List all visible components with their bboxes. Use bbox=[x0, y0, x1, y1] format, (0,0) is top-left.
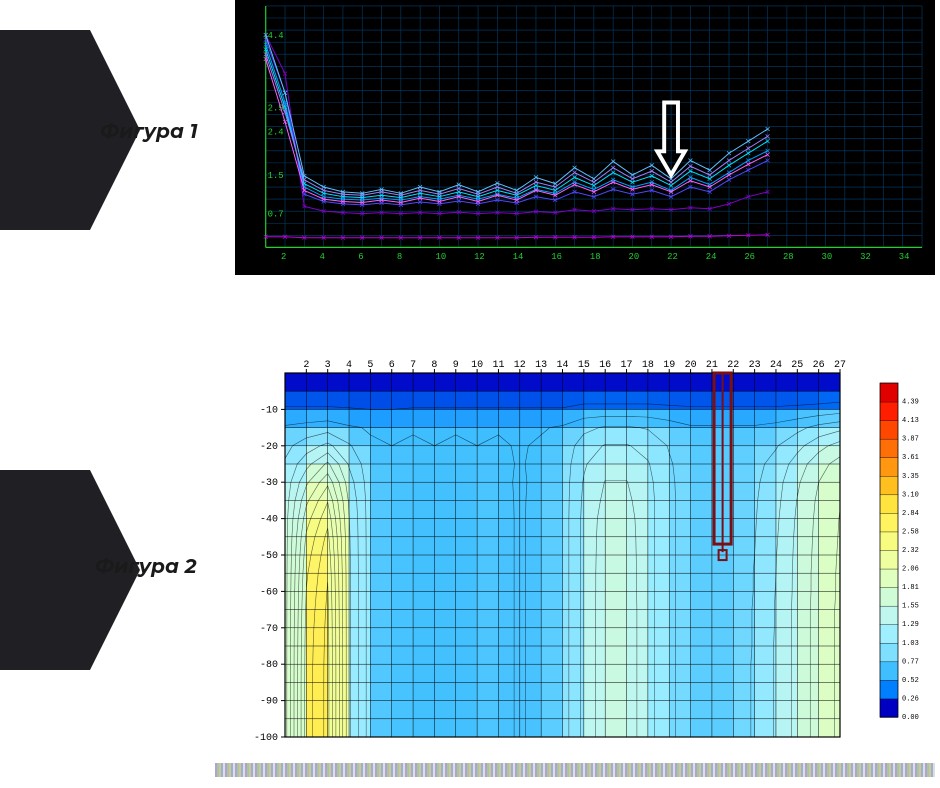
figure1-label: Фигура 1 bbox=[100, 120, 197, 144]
svg-text:4: 4 bbox=[346, 360, 352, 371]
svg-text:12: 12 bbox=[474, 252, 485, 262]
svg-text:22: 22 bbox=[667, 252, 678, 262]
svg-text:11: 11 bbox=[492, 360, 504, 371]
svg-text:-50: -50 bbox=[260, 551, 278, 562]
svg-text:0.26: 0.26 bbox=[902, 695, 919, 703]
figure1-line-chart: 0.71.52.42.94.42468101214161820222426283… bbox=[235, 0, 935, 275]
svg-text:2.84: 2.84 bbox=[902, 510, 919, 518]
svg-text:10: 10 bbox=[436, 252, 447, 262]
svg-text:2.32: 2.32 bbox=[902, 547, 919, 555]
svg-text:0.00: 0.00 bbox=[902, 714, 919, 722]
pointer-shape-1 bbox=[0, 30, 90, 230]
svg-text:19: 19 bbox=[663, 360, 675, 371]
svg-text:4.13: 4.13 bbox=[902, 417, 919, 425]
svg-text:16: 16 bbox=[599, 360, 611, 371]
svg-text:2: 2 bbox=[303, 360, 309, 371]
svg-text:15: 15 bbox=[578, 360, 590, 371]
figure1-svg: 0.71.52.42.94.42468101214161820222426283… bbox=[237, 2, 933, 273]
svg-text:18: 18 bbox=[642, 360, 654, 371]
svg-text:5: 5 bbox=[367, 360, 373, 371]
figure2-heatmap: 2345678910111213141516171819202122232425… bbox=[240, 355, 940, 745]
page: Фигура 1 Фигура 2 0.71.52.42.94.42468101… bbox=[0, 0, 940, 788]
svg-text:21: 21 bbox=[706, 360, 718, 371]
svg-text:14: 14 bbox=[556, 360, 568, 371]
svg-text:1.81: 1.81 bbox=[902, 584, 919, 592]
figure2-svg: 2345678910111213141516171819202122232425… bbox=[240, 355, 940, 745]
svg-text:20: 20 bbox=[685, 360, 697, 371]
svg-text:-70: -70 bbox=[260, 624, 278, 635]
svg-text:27: 27 bbox=[834, 360, 846, 371]
svg-text:32: 32 bbox=[860, 252, 871, 262]
svg-text:-10: -10 bbox=[260, 405, 278, 416]
svg-text:6: 6 bbox=[389, 360, 395, 371]
svg-text:-90: -90 bbox=[260, 697, 278, 708]
svg-text:24: 24 bbox=[706, 252, 717, 262]
svg-text:2.58: 2.58 bbox=[902, 528, 919, 536]
svg-text:1.5: 1.5 bbox=[268, 171, 284, 181]
svg-text:0.77: 0.77 bbox=[902, 658, 919, 666]
svg-text:0.52: 0.52 bbox=[902, 677, 919, 685]
svg-text:2.06: 2.06 bbox=[902, 566, 919, 574]
svg-text:3: 3 bbox=[325, 360, 331, 371]
svg-text:10: 10 bbox=[471, 360, 483, 371]
svg-text:26: 26 bbox=[744, 252, 755, 262]
svg-text:8: 8 bbox=[431, 360, 437, 371]
svg-text:17: 17 bbox=[621, 360, 633, 371]
svg-text:2: 2 bbox=[281, 252, 286, 262]
svg-text:34: 34 bbox=[899, 252, 910, 262]
svg-text:25: 25 bbox=[791, 360, 803, 371]
figure2-label: Фигура 2 bbox=[95, 555, 196, 579]
svg-text:9: 9 bbox=[453, 360, 459, 371]
svg-text:3.87: 3.87 bbox=[902, 436, 919, 444]
svg-text:1.29: 1.29 bbox=[902, 621, 919, 629]
svg-text:23: 23 bbox=[749, 360, 761, 371]
svg-text:3.10: 3.10 bbox=[902, 491, 919, 499]
svg-text:3.35: 3.35 bbox=[902, 473, 919, 481]
svg-text:-80: -80 bbox=[260, 660, 278, 671]
svg-text:3.61: 3.61 bbox=[902, 454, 919, 462]
svg-text:24: 24 bbox=[770, 360, 782, 371]
svg-text:4.39: 4.39 bbox=[902, 399, 919, 407]
svg-text:30: 30 bbox=[822, 252, 833, 262]
svg-text:16: 16 bbox=[551, 252, 562, 262]
svg-text:28: 28 bbox=[783, 252, 794, 262]
svg-text:6: 6 bbox=[358, 252, 363, 262]
svg-text:1.55: 1.55 bbox=[902, 603, 919, 611]
svg-text:-60: -60 bbox=[260, 587, 278, 598]
svg-text:0.7: 0.7 bbox=[268, 210, 284, 220]
svg-text:1.03: 1.03 bbox=[902, 640, 919, 648]
svg-text:7: 7 bbox=[410, 360, 416, 371]
svg-text:8: 8 bbox=[397, 252, 402, 262]
svg-text:22: 22 bbox=[727, 360, 739, 371]
svg-text:-40: -40 bbox=[260, 515, 278, 526]
svg-text:18: 18 bbox=[590, 252, 601, 262]
pointer-shape-2 bbox=[0, 470, 90, 670]
svg-text:12: 12 bbox=[514, 360, 526, 371]
svg-text:20: 20 bbox=[629, 252, 640, 262]
svg-text:4: 4 bbox=[320, 252, 325, 262]
footer-noise-bar bbox=[215, 763, 935, 777]
svg-text:2.4: 2.4 bbox=[268, 127, 284, 137]
svg-text:13: 13 bbox=[535, 360, 547, 371]
svg-text:26: 26 bbox=[813, 360, 825, 371]
svg-text:-100: -100 bbox=[254, 733, 278, 744]
svg-text:-30: -30 bbox=[260, 478, 278, 489]
svg-text:4.4: 4.4 bbox=[268, 31, 284, 41]
svg-text:-20: -20 bbox=[260, 442, 278, 453]
svg-text:14: 14 bbox=[513, 252, 524, 262]
